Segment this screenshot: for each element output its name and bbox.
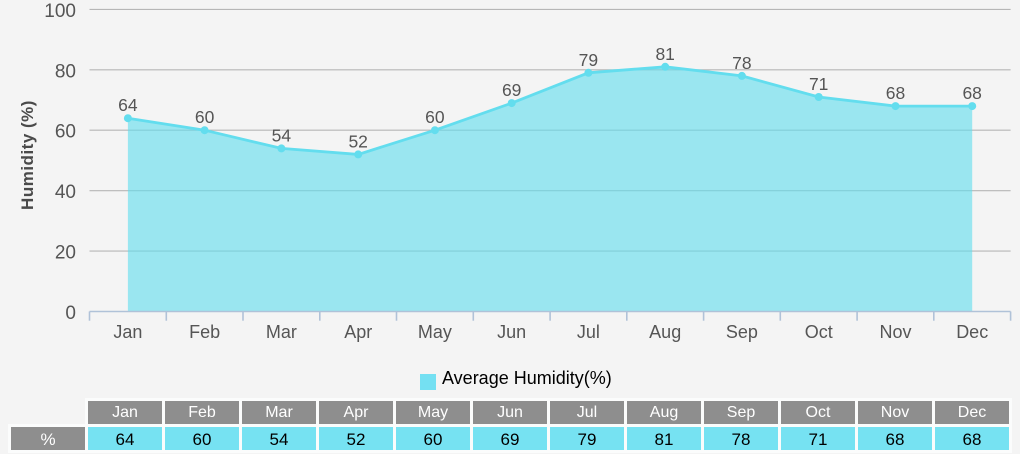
svg-text:May: May [418, 322, 452, 342]
svg-text:Jan: Jan [113, 322, 142, 342]
svg-text:0: 0 [65, 303, 76, 324]
svg-text:Jul: Jul [577, 322, 600, 342]
svg-text:20: 20 [55, 243, 76, 264]
svg-text:Aug: Aug [649, 322, 681, 342]
svg-text:69: 69 [502, 80, 521, 100]
svg-text:68: 68 [886, 83, 905, 103]
svg-text:81: 81 [655, 44, 674, 64]
svg-text:Nov: Nov [879, 322, 911, 342]
svg-text:Sep: Sep [726, 322, 758, 342]
svg-text:Humidity (%): Humidity (%) [18, 100, 37, 210]
svg-text:Feb: Feb [189, 322, 220, 342]
svg-text:40: 40 [55, 182, 76, 203]
svg-text:60: 60 [195, 107, 215, 127]
svg-text:52: 52 [348, 131, 367, 151]
svg-text:64: 64 [118, 95, 138, 115]
svg-text:60: 60 [55, 122, 76, 143]
svg-text:80: 80 [55, 61, 76, 82]
svg-text:Oct: Oct [805, 322, 833, 342]
svg-text:68: 68 [962, 83, 981, 103]
svg-text:60: 60 [425, 107, 445, 127]
svg-text:100: 100 [44, 1, 76, 22]
svg-text:78: 78 [732, 53, 751, 73]
svg-text:Mar: Mar [266, 322, 297, 342]
svg-text:54: 54 [272, 125, 292, 145]
svg-text:Jun: Jun [497, 322, 526, 342]
svg-text:Dec: Dec [956, 322, 988, 342]
svg-text:79: 79 [579, 50, 598, 70]
svg-text:Apr: Apr [344, 322, 372, 342]
svg-text:71: 71 [809, 74, 828, 94]
